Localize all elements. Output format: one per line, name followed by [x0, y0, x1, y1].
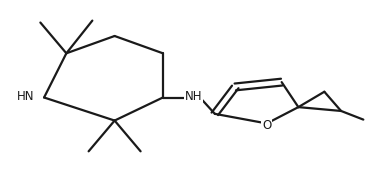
Text: O: O	[262, 119, 272, 132]
Text: NH: NH	[185, 90, 202, 103]
Text: HN: HN	[17, 90, 34, 103]
